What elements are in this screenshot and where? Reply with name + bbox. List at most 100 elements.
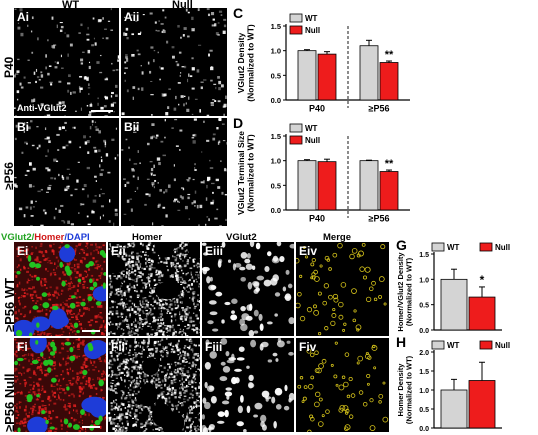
figure-letter-d: D <box>233 115 244 131</box>
micrograph-texture <box>14 338 106 432</box>
scale-bar <box>91 110 113 112</box>
figure-letter-c: C <box>233 5 244 21</box>
micrograph-fiv: Fiv <box>296 338 389 432</box>
micrograph-texture <box>121 118 227 226</box>
stain-homer: Homer <box>34 232 65 243</box>
legend-label-wt: WT <box>305 14 318 23</box>
y-tick-label: 0.5 <box>271 181 281 190</box>
chart-h: Homer Density (Normalized to WT) 0.0 0.5 1.0… <box>396 340 510 433</box>
group-label: ≥P56 <box>369 104 390 114</box>
micrograph-aii: Aii <box>121 8 227 116</box>
col-header-vglut2: VGlut2 <box>226 232 257 243</box>
panel-label-fiv: Fiv <box>299 340 317 354</box>
bar-wt <box>440 278 468 331</box>
stain-legend: VGlut2/Homer/DAPI <box>1 232 90 243</box>
y-tick-label: 1.0 <box>271 157 281 166</box>
legend-label-wt: WT <box>447 341 460 350</box>
panel-label-aii: Aii <box>124 10 140 24</box>
micrograph-texture <box>121 8 227 116</box>
legend-label-wt: WT <box>447 243 460 252</box>
axis-label: (Normalized to WT) <box>246 24 256 102</box>
legend-swatch-wt <box>289 13 303 23</box>
significance-marker: ** <box>385 49 394 61</box>
micrograph-texture <box>14 120 119 226</box>
group-label: P40 <box>309 214 325 224</box>
micrograph-ai: Ai Anti-VGlut2 <box>14 8 119 116</box>
axis-label: (Normalized to WT) <box>246 134 256 212</box>
bar-wt <box>297 50 317 101</box>
axis-label: (Normalized to WT) <box>405 355 414 424</box>
panel-label-eiv: Eiv <box>299 244 318 258</box>
col-header-wt: WT <box>62 0 80 11</box>
bar-null <box>379 62 399 101</box>
panel-label-bii: Bii <box>124 120 140 134</box>
micrograph-texture <box>296 242 387 336</box>
figure-letter-h: H <box>396 334 407 350</box>
col-header-null: Null <box>172 0 193 11</box>
micrograph-fi: Fi <box>14 338 106 432</box>
significance-marker: * <box>480 273 485 287</box>
stain-dapi: /DAPI <box>64 232 90 243</box>
col-header-merge: Merge <box>323 232 351 243</box>
y-tick-label: 0.0 <box>419 328 429 335</box>
micrograph-ei: Ei <box>14 242 106 336</box>
bar-wt <box>440 389 468 429</box>
y-tick-label: 1.0 <box>419 277 429 284</box>
panel-label-fiii: Fiii <box>205 340 223 354</box>
y-tick-label: 1.5 <box>271 132 281 141</box>
legend-swatch-wt <box>289 123 303 133</box>
bar-wt <box>297 160 317 211</box>
legend-label-null: Null <box>305 136 320 145</box>
y-tick-label: 0.0 <box>419 426 429 433</box>
chart-c: VGlut2 Density (Normalized to WT) 0.0 0.5 1.… <box>236 13 410 114</box>
micrograph-bii: Bii <box>121 118 227 226</box>
y-tick-label: 2.0 <box>419 350 429 357</box>
y-tick-label: 0.5 <box>419 303 429 310</box>
panel-label-fi: Fi <box>17 340 28 354</box>
stain-vglut2: VGlut2/ <box>1 232 35 243</box>
legend-label-null: Null <box>305 26 320 35</box>
legend-swatch-null <box>479 242 493 252</box>
axis-label: (Normalized to WT) <box>405 257 414 326</box>
micrograph-texture <box>108 338 200 432</box>
y-tick-label: 1.5 <box>419 369 429 376</box>
micrograph-texture <box>202 338 294 432</box>
panel-label-fii: Fii <box>111 340 125 354</box>
panel-label-ai: Ai <box>17 10 29 24</box>
significance-marker: ** <box>385 158 394 170</box>
axis-label: Homer Density <box>396 363 405 417</box>
figure-letter-g: G <box>396 237 407 253</box>
axis-label: VGlut2 Density <box>236 33 246 94</box>
micrograph-eiv: Eiv <box>296 242 389 336</box>
micrograph-fii: Fii <box>108 338 200 432</box>
micrograph-eiii: Eiii <box>202 242 294 336</box>
micrograph-texture <box>297 341 389 432</box>
micrograph-fiii: Fiii <box>202 338 294 432</box>
micrograph-eii: Eii <box>108 242 200 336</box>
panel-label-ei: Ei <box>17 244 29 258</box>
bar-null <box>379 171 399 211</box>
chart-g: Homer/VGlut2 Density (Normalized to WT) 0.… <box>396 242 510 335</box>
bar-wt <box>359 160 379 211</box>
y-tick-label: 0.5 <box>271 71 281 80</box>
micrograph-texture <box>14 8 119 116</box>
micrograph-texture <box>108 242 200 336</box>
bar-null <box>317 161 337 211</box>
legend-label-wt: WT <box>305 124 318 133</box>
antibody-label: Anti-VGlut2 <box>17 103 67 113</box>
chart-d: VGlut2 Terminal Size (Normalized to WT) 0.… <box>236 123 410 224</box>
y-tick-label: 1.0 <box>271 47 281 56</box>
bar-wt <box>359 45 379 101</box>
y-tick-label: 1.5 <box>419 252 429 259</box>
bar-null <box>468 296 496 331</box>
scale-bar <box>82 426 100 428</box>
legend-label-null: Null <box>495 341 510 350</box>
y-tick-label: 0.5 <box>419 407 429 414</box>
legend-label-null: Null <box>495 243 510 252</box>
legend-swatch-null <box>479 340 493 350</box>
group-label: P40 <box>309 104 325 114</box>
legend-swatch-null <box>289 135 303 145</box>
micrograph-texture <box>14 242 106 336</box>
axis-label: Homer/VGlut2 Density <box>396 252 405 332</box>
col-header-homer: Homer <box>132 232 163 243</box>
